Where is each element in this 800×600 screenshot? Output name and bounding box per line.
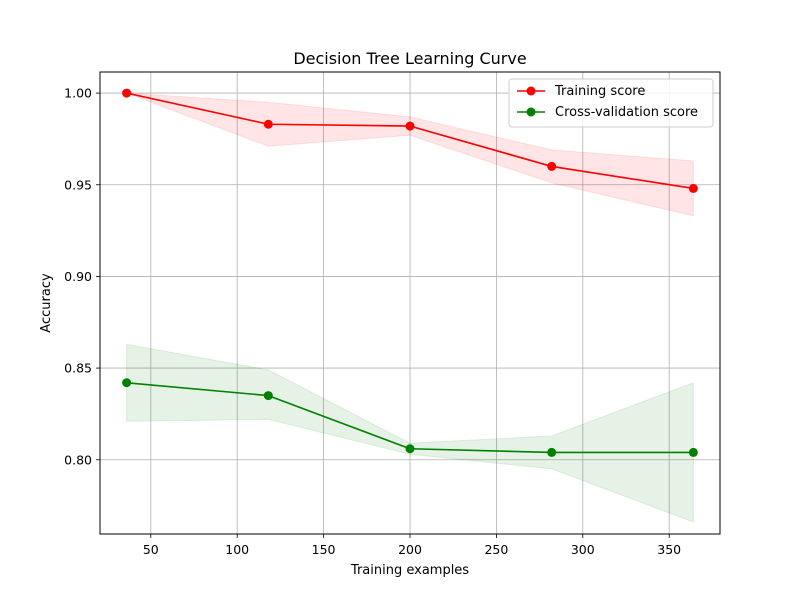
x-tick-label-2: 150 bbox=[312, 542, 336, 557]
legend-cv-marker bbox=[526, 107, 536, 117]
x-tick-label-5: 300 bbox=[571, 542, 595, 557]
marker-series-0-point-3 bbox=[547, 161, 557, 171]
x-tick-label-4: 250 bbox=[484, 542, 508, 557]
y-axis-label: Accuracy bbox=[39, 273, 54, 333]
x-tick-label-3: 200 bbox=[398, 542, 422, 557]
grid-lines bbox=[100, 72, 720, 534]
y-tick-label-1: 0.85 bbox=[64, 361, 92, 376]
y-tick-label-3: 0.95 bbox=[64, 177, 92, 192]
x-tick-label-0: 50 bbox=[143, 542, 159, 557]
marker-series-0-point-0 bbox=[122, 88, 132, 98]
marker-series-1-point-2 bbox=[405, 444, 415, 454]
series-markers bbox=[122, 88, 698, 457]
y-tick-label-0: 0.80 bbox=[64, 452, 92, 467]
x-axis-ticks: 50 100 150 200 250 300 350 bbox=[143, 534, 681, 557]
marker-series-1-point-1 bbox=[263, 391, 273, 401]
marker-series-1-point-4 bbox=[688, 447, 698, 457]
marker-series-0-point-2 bbox=[405, 121, 415, 131]
y-tick-label-4: 1.00 bbox=[64, 86, 92, 101]
legend-cv-label: Cross-validation score bbox=[555, 105, 698, 120]
chart-title: Decision Tree Learning Curve bbox=[293, 49, 526, 68]
band-series-1 bbox=[126, 343, 694, 523]
marker-series-1-point-3 bbox=[547, 447, 557, 457]
legend-box bbox=[508, 78, 714, 128]
legend-training-label: Training score bbox=[554, 84, 645, 99]
legend: Training score Cross-validation score bbox=[508, 78, 714, 128]
x-axis-label: Training examples bbox=[350, 563, 469, 578]
x-tick-label-6: 350 bbox=[657, 542, 681, 557]
marker-series-1-point-0 bbox=[122, 378, 132, 388]
x-tick-label-1: 100 bbox=[225, 542, 249, 557]
marker-series-0-point-4 bbox=[688, 183, 698, 193]
y-tick-label-2: 0.90 bbox=[64, 269, 92, 284]
marker-series-0-point-1 bbox=[263, 119, 273, 129]
y-axis-ticks: 0.80 0.85 0.90 0.95 1.00 bbox=[64, 86, 100, 467]
legend-training-marker bbox=[526, 86, 536, 96]
